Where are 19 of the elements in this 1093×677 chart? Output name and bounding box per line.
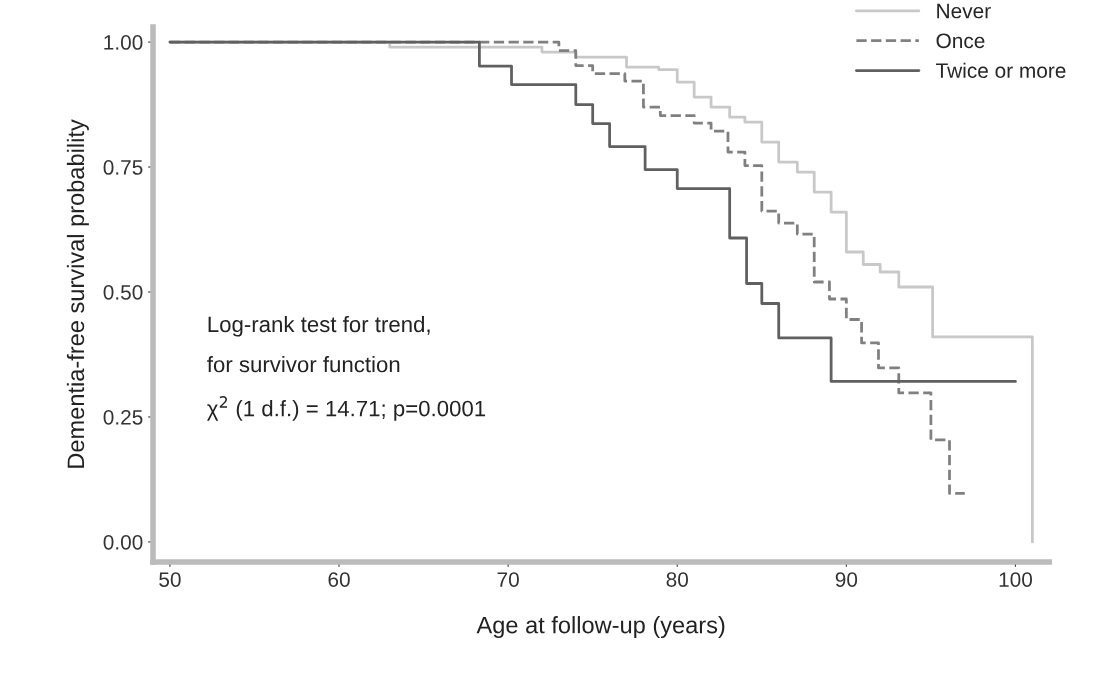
x-tick-label: 70: [497, 572, 519, 587]
y-axis-title: Dementia-free survival probability: [66, 119, 89, 468]
y-tick-label: 0.00: [103, 534, 143, 550]
x-tick-label: 50: [159, 572, 181, 587]
legend-label: Never: [937, 3, 991, 19]
x-tick-label: 80: [666, 572, 689, 587]
x-axis-title: Age at follow-up (years): [476, 616, 725, 639]
y-tick-label: 1.00: [104, 35, 143, 50]
x-tick-label: 90: [835, 572, 858, 587]
annotation: Log-rank test for trend,: [208, 315, 430, 337]
annotation: χ$^{2}$ (1 d.f.) = 14.71; p=0.0001: [207, 396, 486, 421]
y-tick-label: 0.25: [103, 409, 143, 425]
x-tick-label: 100: [999, 572, 1033, 587]
legend-label: Once: [936, 33, 985, 49]
x-tick-label: 60: [328, 572, 350, 587]
y-tick-label: 0.75: [103, 160, 143, 175]
legend-label: Twice or more: [936, 62, 1066, 79]
annotation: for survivor function: [207, 356, 400, 373]
y-tick-label: 0.50: [103, 285, 143, 300]
